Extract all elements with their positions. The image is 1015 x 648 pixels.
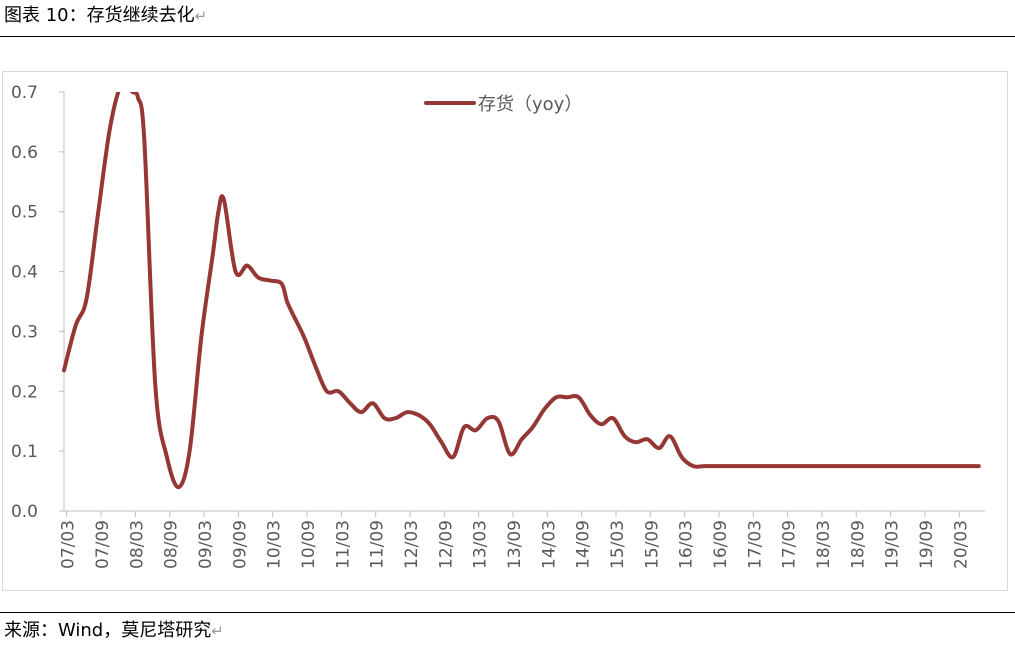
x-tick-label: 11/09 xyxy=(368,520,388,569)
x-tick-label: 10/03 xyxy=(265,520,285,569)
x-tick-label: 07/09 xyxy=(93,520,113,569)
source-note: 来源：Wind，莫尼塔研究↵ xyxy=(4,620,224,641)
x-tick-label: 14/03 xyxy=(539,520,559,569)
x-tick-label: 19/03 xyxy=(883,520,903,569)
chart-legend: 存货（yoy） xyxy=(424,94,582,115)
x-tick-label: 13/09 xyxy=(505,520,525,569)
figure-title: 图表 10：存货继续去化↵ xyxy=(4,5,208,26)
x-tick-label: 15/03 xyxy=(608,520,628,569)
x-tick-label: 18/09 xyxy=(848,520,868,569)
chart-marks xyxy=(62,92,981,490)
x-tick-label: 07/03 xyxy=(59,520,79,569)
y-tick-label: 0.1 xyxy=(11,442,38,462)
x-tick-label: 09/09 xyxy=(230,520,250,569)
top-divider xyxy=(0,36,1015,37)
x-tick-label: 20/03 xyxy=(951,520,971,569)
x-tick-label: 17/09 xyxy=(780,520,800,569)
x-tick-label: 19/09 xyxy=(917,520,937,569)
x-tick-label: 16/03 xyxy=(677,520,697,569)
y-tick-label: 0.0 xyxy=(11,502,38,522)
x-tick-label: 08/03 xyxy=(127,520,147,569)
x-tick-label: 14/09 xyxy=(574,520,594,569)
x-tick-label: 11/03 xyxy=(333,520,353,569)
y-tick-label: 0.5 xyxy=(11,203,38,223)
return-mark-icon: ↵ xyxy=(194,7,208,25)
y-tick-label: 0.3 xyxy=(11,322,38,342)
x-tick-label: 09/03 xyxy=(196,520,216,569)
x-tick-label: 13/03 xyxy=(471,520,491,569)
bottom-divider xyxy=(0,612,1015,613)
chart-axes: 0.0 0.1 0.2 0.3 0.4 0.5 0.6 0.7 07/03 07/09 08/03 0… xyxy=(11,83,985,569)
legend-label: 存货（yoy） xyxy=(478,94,582,115)
x-tick-label: 18/03 xyxy=(814,520,834,569)
y-tick-label: 0.6 xyxy=(11,143,38,163)
series-line-inventory-yoy xyxy=(62,92,981,490)
x-tick-label: 16/09 xyxy=(711,520,731,569)
y-tick-label: 0.4 xyxy=(11,263,38,283)
x-tick-label: 12/03 xyxy=(402,520,422,569)
y-tick-label: 0.2 xyxy=(11,382,38,402)
x-tick-label: 12/09 xyxy=(436,520,456,569)
return-mark-icon: ↵ xyxy=(211,622,224,640)
chart-frame xyxy=(2,71,1008,591)
x-tick-label: 10/09 xyxy=(299,520,319,569)
y-tick-label: 0.7 xyxy=(11,83,38,103)
x-tick-label: 15/09 xyxy=(642,520,662,569)
x-tick-label: 08/09 xyxy=(162,520,182,569)
x-tick-label: 17/03 xyxy=(745,520,765,569)
